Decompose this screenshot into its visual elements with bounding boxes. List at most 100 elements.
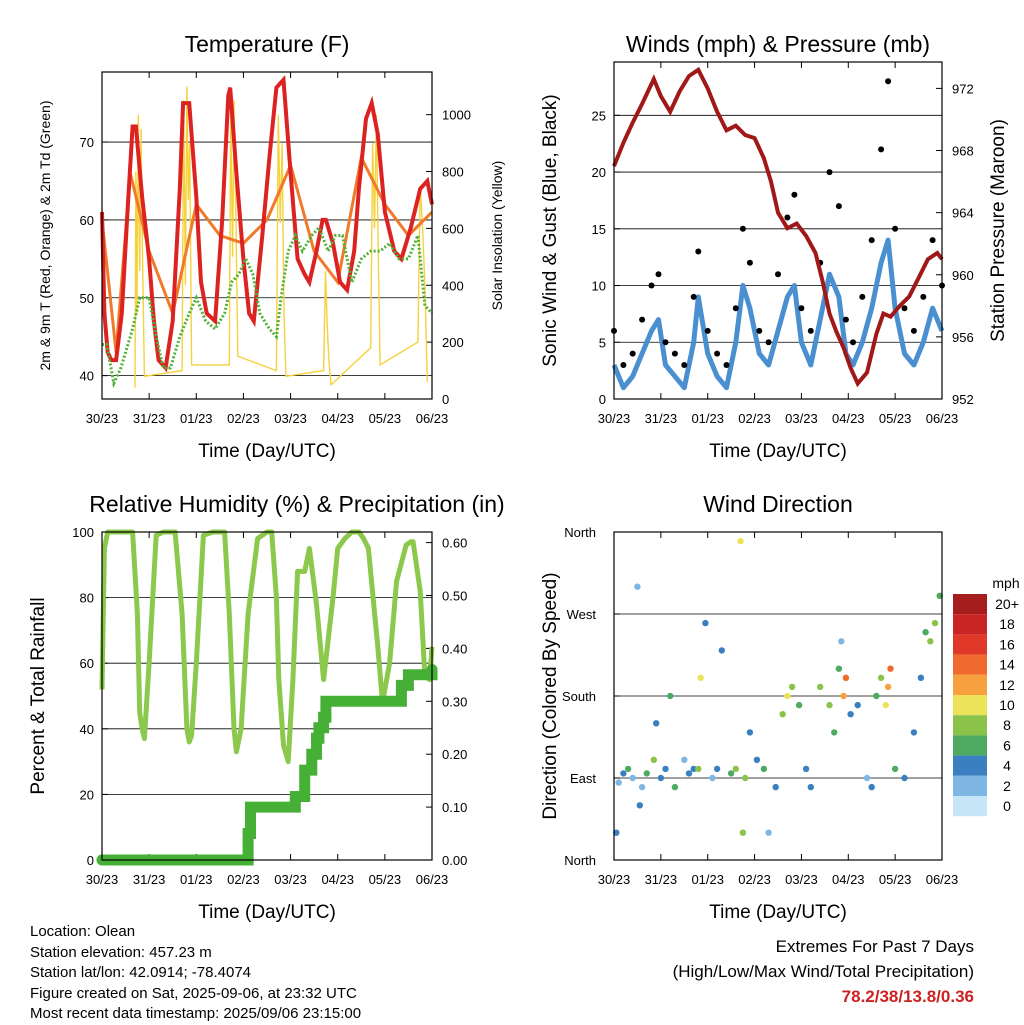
direction-point — [927, 638, 934, 645]
direction-point — [882, 701, 889, 709]
gust-point — [807, 327, 814, 334]
direction-point — [709, 774, 716, 782]
x-tick-label: 30/23 — [86, 411, 119, 426]
direction-point — [739, 829, 747, 836]
gust-point — [648, 282, 655, 289]
gust-point — [842, 316, 849, 323]
temperature-title: Temperature (F) — [185, 31, 350, 57]
temp-9m-series — [100, 152, 434, 353]
plot-border — [101, 71, 433, 400]
x-tick-label: 03/23 — [785, 872, 818, 887]
legend-label: 16 — [999, 636, 1015, 652]
direction-point — [910, 729, 918, 736]
precip-series — [96, 664, 438, 866]
extremes-heading: Extremes For Past 7 Days — [775, 937, 974, 956]
gust-point — [620, 362, 627, 368]
legend-swatch — [953, 594, 987, 615]
x-tick-label: 03/23 — [274, 411, 307, 426]
direction-point — [847, 711, 854, 718]
y2-tick-label: 956 — [952, 330, 974, 345]
x-tick-label: 05/23 — [369, 411, 402, 426]
y-tick-label: North — [564, 525, 596, 540]
y2-tick-label: 952 — [952, 392, 974, 407]
station-info: Location: Olean Station elevation: 457.2… — [30, 922, 361, 1025]
y-tick-label: 0 — [87, 853, 94, 868]
legend-swatch — [953, 614, 987, 635]
x-tick-label: 04/23 — [321, 872, 354, 887]
y2-tick-label: 0.60 — [442, 536, 467, 551]
gust-point — [901, 305, 908, 312]
y-tick-label: 60 — [80, 213, 94, 228]
direction-point — [643, 770, 650, 777]
y2-tick-label: 0.20 — [442, 747, 467, 762]
winds-xlabel: Time (Day/UTC) — [709, 441, 847, 462]
y2-tick-label: 0.10 — [442, 800, 467, 815]
gust-point — [850, 339, 856, 346]
gust-point — [723, 362, 730, 368]
x-tick-label: 31/23 — [133, 872, 166, 887]
y-tick-label: 20 — [592, 165, 606, 180]
direction-point — [624, 765, 632, 773]
direction-point — [887, 665, 894, 672]
direction-point — [784, 692, 791, 700]
direction-point — [634, 583, 641, 590]
direction-point — [667, 692, 674, 700]
gust-point — [885, 78, 892, 85]
direction-point — [685, 770, 693, 777]
y-tick-label: West — [567, 607, 597, 622]
legend-swatch — [953, 695, 987, 716]
extremes-values: 78.2/38/13.8/0.36 — [841, 987, 974, 1006]
x-tick-label: 02/23 — [227, 872, 260, 887]
y-tick-label: 40 — [80, 722, 94, 737]
y-tick-label: East — [570, 771, 596, 786]
direction-point — [653, 720, 660, 727]
y-tick-label: North — [564, 853, 596, 868]
humidity-xlabel: Time (Day/UTC) — [198, 902, 336, 923]
direction-point — [713, 765, 721, 773]
direction-point — [615, 779, 622, 786]
direction-point — [695, 765, 702, 773]
direction-point — [877, 674, 885, 681]
x-tick-label: 02/23 — [738, 411, 771, 426]
direction-point — [788, 683, 796, 691]
plot-border — [101, 531, 433, 861]
y-tick-label: 70 — [80, 135, 94, 150]
direction-point — [835, 665, 843, 672]
x-tick-label: 06/23 — [926, 411, 959, 426]
x-tick-label: 05/23 — [879, 872, 912, 887]
panel-humidity: Relative Humidity (%) & Precipitation (i… — [28, 491, 505, 923]
gust-point — [671, 350, 678, 357]
x-tick-label: 06/23 — [926, 872, 959, 887]
gust-point — [798, 305, 805, 312]
direction-point — [629, 774, 636, 782]
direction-point — [826, 701, 833, 709]
temperature-xlabel: Time (Day/UTC) — [198, 441, 336, 462]
direction-point — [650, 756, 657, 763]
x-tick-label: 01/23 — [691, 411, 724, 426]
legend-label: 6 — [1003, 737, 1011, 753]
gust-point — [695, 248, 702, 255]
legend-label: 14 — [999, 657, 1015, 673]
gust-point — [859, 293, 866, 300]
direction-point — [662, 765, 669, 773]
legend-label: 2 — [1003, 778, 1011, 794]
legend-swatch — [953, 654, 987, 675]
gust-point — [732, 305, 739, 312]
y2-tick-label: 0.00 — [442, 853, 467, 868]
direction-point — [779, 711, 786, 718]
gust-point — [629, 350, 636, 357]
direction-point — [732, 765, 739, 773]
direction-title: Wind Direction — [703, 491, 853, 517]
legend-swatch — [953, 775, 987, 796]
dewpoint-series — [102, 224, 434, 389]
direction-point — [727, 770, 735, 777]
y-tick-label: 25 — [592, 108, 606, 123]
humidity-title: Relative Humidity (%) & Precipitation (i… — [89, 491, 504, 517]
gust-point — [639, 316, 646, 323]
location-text: Location: Olean — [30, 923, 136, 940]
y2-tick-label: 600 — [442, 221, 464, 236]
plot-border — [613, 531, 943, 861]
x-tick-label: 02/23 — [227, 411, 260, 426]
gust-point — [704, 327, 711, 334]
